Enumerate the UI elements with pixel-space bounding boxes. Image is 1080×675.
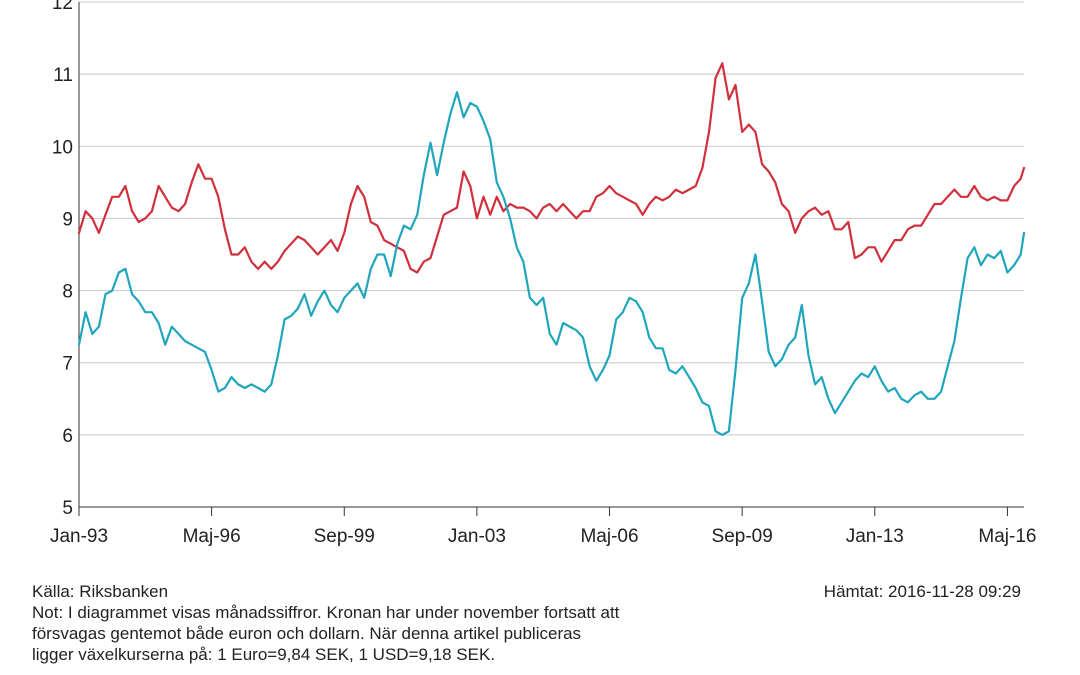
grid-lines (79, 1, 1024, 436)
x-tick-label: Maj-06 (580, 526, 638, 547)
x-tick-label: Jan-03 (448, 526, 506, 547)
series-line-1 (77, 62, 1026, 274)
y-tick-label: 6 (62, 426, 73, 447)
x-tick-label: Sep-99 (314, 526, 375, 547)
y-tick-label: 11 (53, 65, 73, 86)
x-tick-labels: Jan-93 Maj-96 Sep-99 Jan-03 Maj-06 Sep-09 Jan-… (50, 526, 1037, 547)
source-text: Källa: Riksbanken (32, 582, 169, 601)
series-line-2 (77, 91, 1026, 436)
y-tick-label: 10 (52, 137, 73, 158)
y-tick-label: 5 (62, 498, 73, 519)
note-line-1: Not: I diagrammet visas månadssiffror. K… (32, 603, 620, 622)
x-tick-label: Maj-96 (183, 526, 241, 547)
x-tick-label: Jan-13 (846, 526, 904, 547)
y-tick-label: 8 (62, 282, 73, 303)
y-tick-labels: 5 6 7 8 9 10 11 12 (52, 0, 73, 519)
x-tick-label: Maj-16 (978, 526, 1036, 547)
x-tick-label: Sep-09 (712, 526, 773, 547)
y-tick-label: 12 (52, 0, 73, 14)
x-tick-label: Jan-93 (50, 526, 108, 547)
exchange-rate-chart: 5 6 7 8 9 10 11 12 Jan-93 Maj-96 Sep-99 Jan-03 Maj-… (50, 0, 1037, 547)
series-layer (77, 62, 1026, 436)
y-tick-label: 9 (62, 209, 73, 230)
axes (78, 2, 1024, 516)
footer-left: Källa: Riksbanken Not: I diagrammet visa… (32, 581, 732, 665)
note-line-3: ligger växelkurserna på: 1 Euro=9,84 SEK… (32, 645, 496, 664)
retrieved-timestamp: Hämtat: 2016-11-28 09:29 (823, 582, 1021, 601)
y-tick-label: 7 (62, 354, 73, 375)
note-line-2: försvagas gentemot både euron och dollar… (32, 624, 582, 643)
